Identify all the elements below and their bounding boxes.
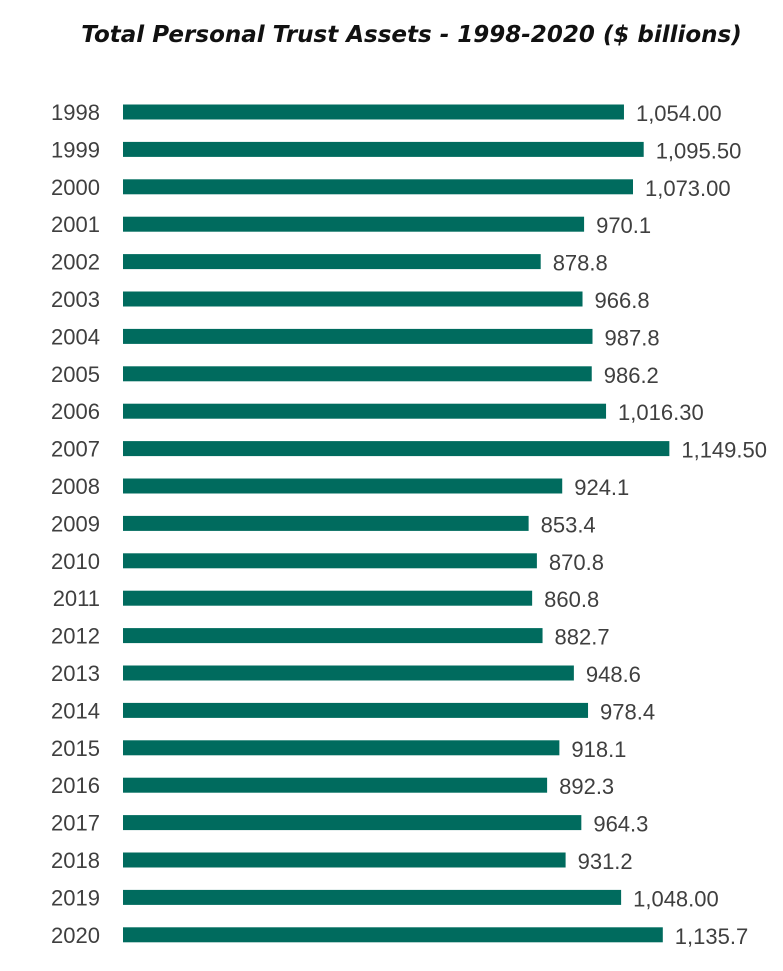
data-label-2003: 966.8	[595, 288, 650, 313]
bar-2010	[123, 553, 537, 569]
data-label-2011: 860.8	[544, 587, 599, 612]
data-label-2008: 924.1	[574, 475, 629, 500]
y-tick-label-2011: 2011	[53, 586, 100, 611]
data-label-2004: 987.8	[605, 325, 660, 350]
y-tick-label-2008: 2008	[51, 474, 100, 499]
bar-2011	[123, 590, 533, 606]
bar-2017	[123, 815, 582, 831]
y-tick-label-2012: 2012	[51, 624, 100, 649]
bar-2015	[123, 740, 560, 756]
bar-2008	[123, 478, 563, 494]
data-label-2010: 870.8	[549, 550, 604, 575]
bar-2014	[123, 702, 589, 718]
bar-2013	[123, 665, 574, 681]
bar-2007	[123, 441, 670, 457]
y-tick-label-2010: 2010	[51, 549, 100, 574]
data-label-2002: 878.8	[553, 251, 608, 276]
bar-1999	[123, 141, 644, 157]
y-tick-label-2015: 2015	[51, 736, 100, 761]
data-label-2000: 1,073.00	[645, 176, 731, 201]
y-tick-label-2000: 2000	[51, 175, 100, 200]
data-label-2001: 970.1	[596, 213, 651, 238]
y-tick-label-2004: 2004	[51, 324, 100, 349]
bar-2019	[123, 889, 622, 905]
bar-2003	[123, 291, 583, 307]
y-tick-label-2013: 2013	[51, 661, 100, 686]
bar-2001	[123, 216, 585, 232]
y-tick-label-2002: 2002	[51, 250, 100, 275]
bar-2000	[123, 179, 633, 195]
data-label-2020: 1,135.7	[675, 924, 748, 949]
y-tick-label-2018: 2018	[51, 848, 100, 873]
data-label-2016: 892.3	[559, 774, 614, 799]
chart-title: Total Personal Trust Assets - 1998-2020 …	[81, 22, 742, 48]
y-tick-label-2014: 2014	[51, 698, 100, 723]
y-tick-label-2003: 2003	[51, 287, 100, 312]
y-tick-label-1998: 1998	[51, 100, 100, 125]
bar-2002	[123, 254, 541, 270]
bar-2012	[123, 628, 543, 644]
y-tick-label-2020: 2020	[51, 923, 100, 948]
bar-2005	[123, 366, 592, 382]
y-tick-label-1999: 1999	[51, 137, 100, 162]
bar-2004	[123, 328, 593, 344]
bar-2016	[123, 777, 548, 793]
bar-2009	[123, 515, 529, 531]
data-label-2005: 986.2	[604, 363, 659, 388]
bar-2020	[123, 927, 663, 943]
y-tick-label-2005: 2005	[51, 362, 100, 387]
y-tick-label-2006: 2006	[51, 399, 100, 424]
data-label-2009: 853.4	[541, 512, 596, 537]
data-label-1998: 1,054.00	[636, 101, 722, 126]
y-tick-label-2009: 2009	[51, 511, 100, 536]
data-label-2017: 964.3	[593, 812, 648, 837]
bar-1998	[123, 104, 624, 120]
data-label-2013: 948.6	[586, 662, 641, 687]
y-tick-label-2019: 2019	[51, 885, 100, 910]
data-label-1999: 1,095.50	[656, 138, 742, 163]
data-label-2007: 1,149.50	[681, 438, 767, 463]
data-label-2014: 978.4	[600, 699, 655, 724]
bar-2006	[123, 403, 607, 419]
bar-2018	[123, 852, 566, 868]
y-tick-label-2016: 2016	[51, 773, 100, 798]
data-label-2015: 918.1	[571, 737, 626, 762]
y-tick-label-2007: 2007	[51, 437, 100, 462]
data-label-2006: 1,016.30	[618, 400, 704, 425]
y-tick-label-2001: 2001	[51, 212, 100, 237]
data-label-2019: 1,048.00	[633, 886, 719, 911]
data-label-2012: 882.7	[555, 625, 610, 650]
data-label-2018: 931.2	[578, 849, 633, 874]
y-tick-label-2017: 2017	[51, 811, 100, 836]
